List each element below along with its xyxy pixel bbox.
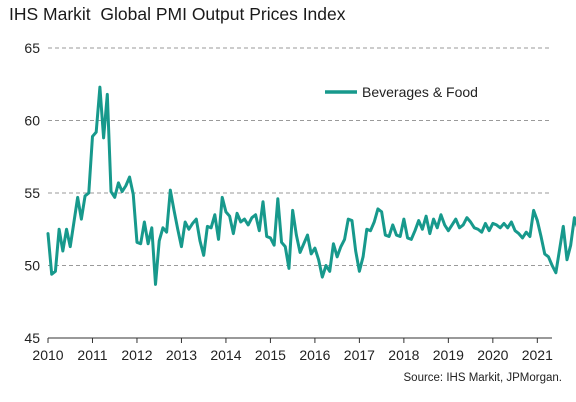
x-tick-label: 2021 bbox=[522, 347, 553, 363]
y-axis-ticks: 45 50 55 60 65 bbox=[24, 40, 40, 346]
series-line-0 bbox=[46, 85, 576, 286]
y-tick-label: 65 bbox=[24, 40, 40, 56]
chart-title: IHS Markit Global PMI Output Prices Inde… bbox=[9, 4, 346, 24]
x-tick-label: 2010 bbox=[32, 347, 63, 363]
x-tick-label: 2014 bbox=[210, 347, 241, 363]
y-tick-label: 55 bbox=[24, 185, 40, 201]
legend: Beverages & Food bbox=[325, 84, 478, 100]
x-tick-label: 2011 bbox=[77, 347, 107, 363]
x-tick-label: 2019 bbox=[433, 347, 464, 363]
x-tick-label: 2013 bbox=[166, 347, 197, 363]
legend-label: Beverages & Food bbox=[362, 84, 478, 100]
gridlines bbox=[48, 47, 552, 266]
x-axis: 2010 2011 2012 2013 2014 2015 2016 2017 2018 2019… bbox=[32, 337, 553, 363]
y-tick-label: 45 bbox=[24, 330, 40, 346]
x-tick-label: 2012 bbox=[121, 347, 152, 363]
series-layer bbox=[46, 85, 576, 286]
y-tick-label: 50 bbox=[24, 258, 40, 274]
x-tick-label: 2017 bbox=[344, 347, 375, 363]
x-tick-label: 2015 bbox=[255, 347, 286, 363]
x-tick-label: 2018 bbox=[388, 347, 419, 363]
x-tick-label: 2020 bbox=[477, 347, 508, 363]
source-note: Source: IHS Markit, JPMorgan. bbox=[403, 372, 563, 384]
x-tick-label: 2016 bbox=[299, 347, 330, 363]
y-tick-label: 60 bbox=[24, 113, 40, 129]
